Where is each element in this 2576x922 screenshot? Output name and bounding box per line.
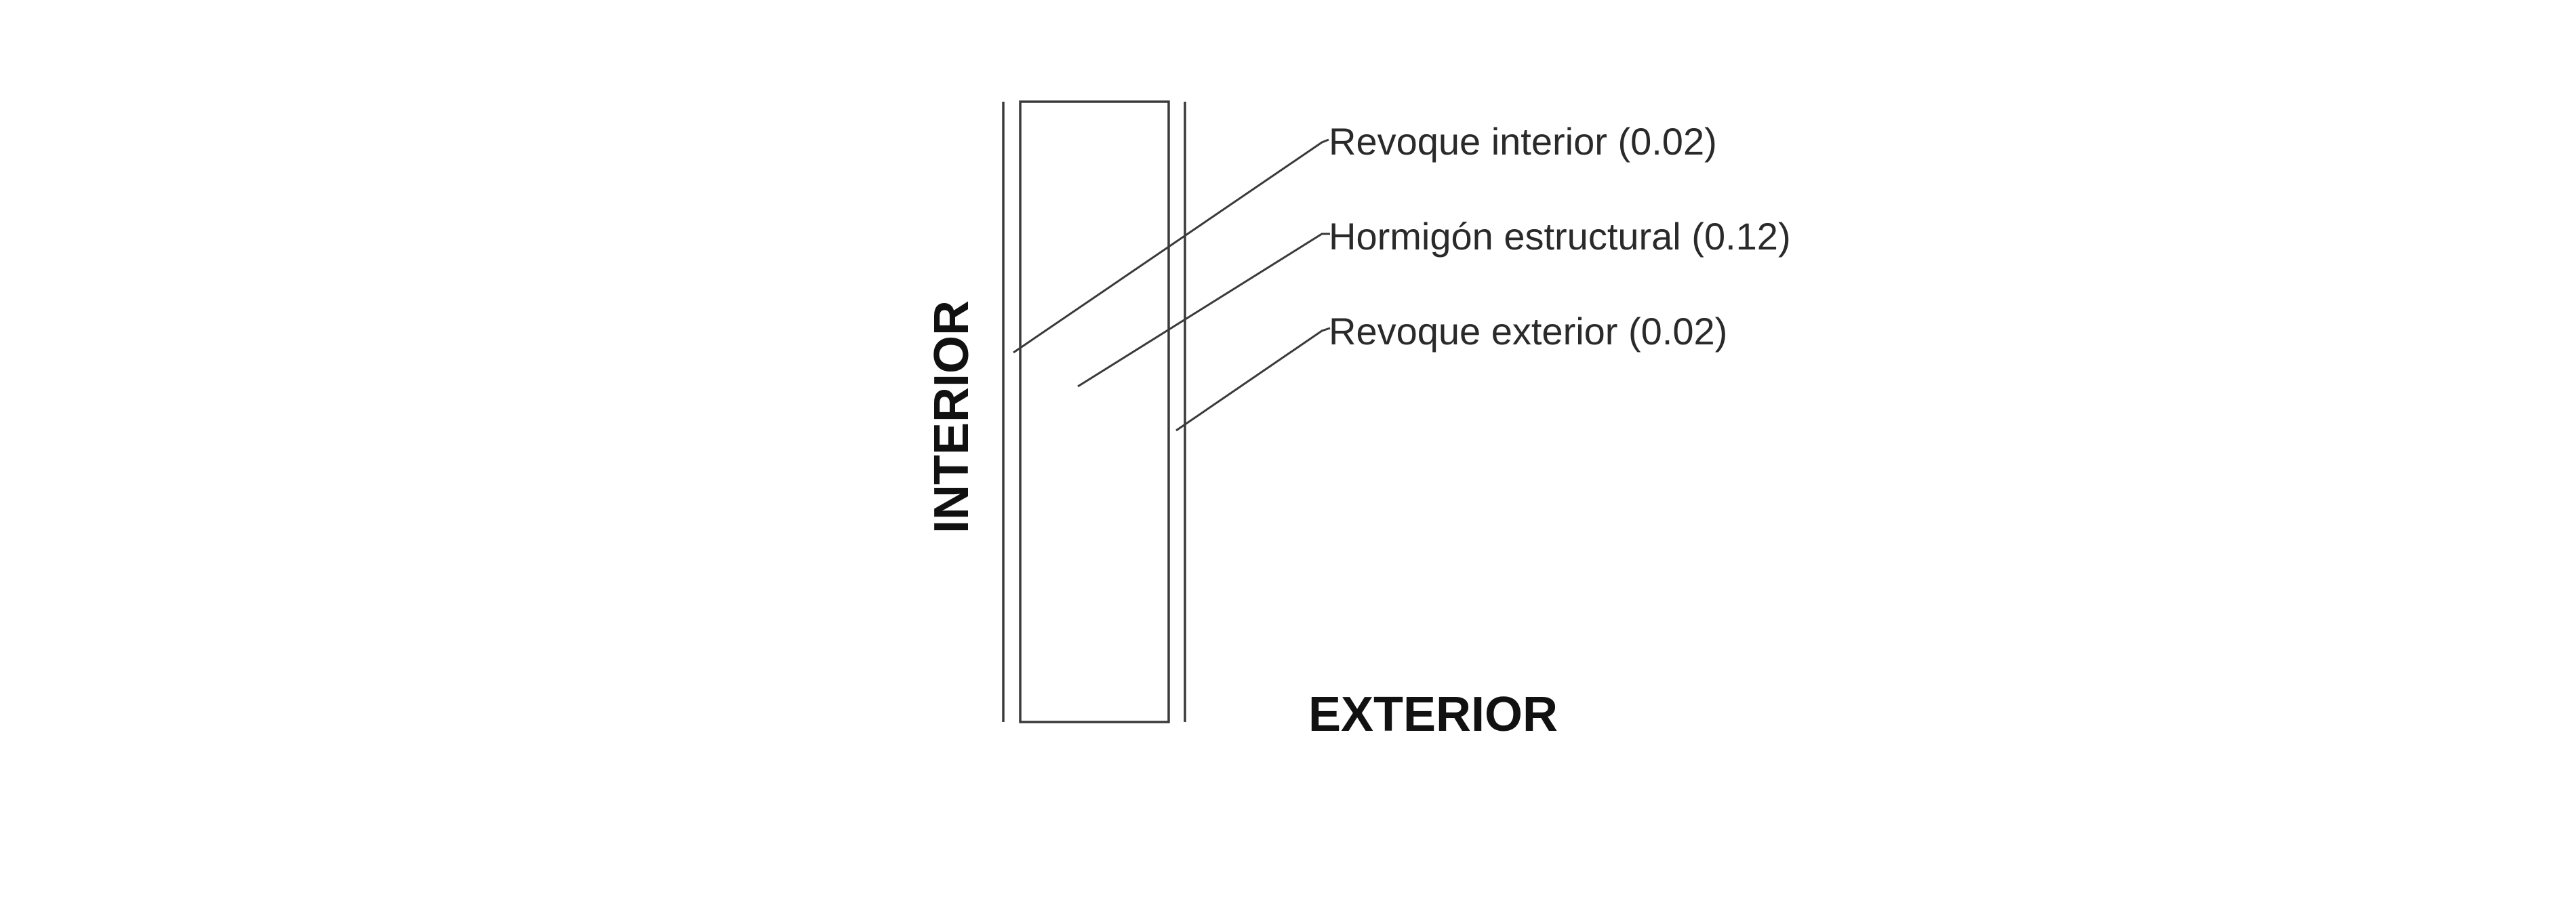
leader-lines — [1013, 138, 1331, 432]
concrete-core — [1019, 100, 1170, 723]
leader-revoque-interior — [1013, 138, 1329, 354]
layer-labels: Revoque interior (0.02) Hormigón estruct… — [1329, 120, 1791, 353]
label-revoque-interior: Revoque interior (0.02) — [1329, 120, 1717, 163]
label-revoque-exterior: Revoque exterior (0.02) — [1329, 310, 1727, 353]
label-hormigon-estructural: Hormigón estructural (0.12) — [1329, 215, 1791, 258]
leader-hormigon-estructural — [1077, 233, 1330, 388]
exterior-side-label: EXTERIOR — [1308, 687, 1558, 742]
wall-section — [1002, 100, 1186, 723]
interior-side-label: INTERIOR — [925, 300, 979, 534]
leader-revoque-exterior — [1175, 327, 1331, 432]
